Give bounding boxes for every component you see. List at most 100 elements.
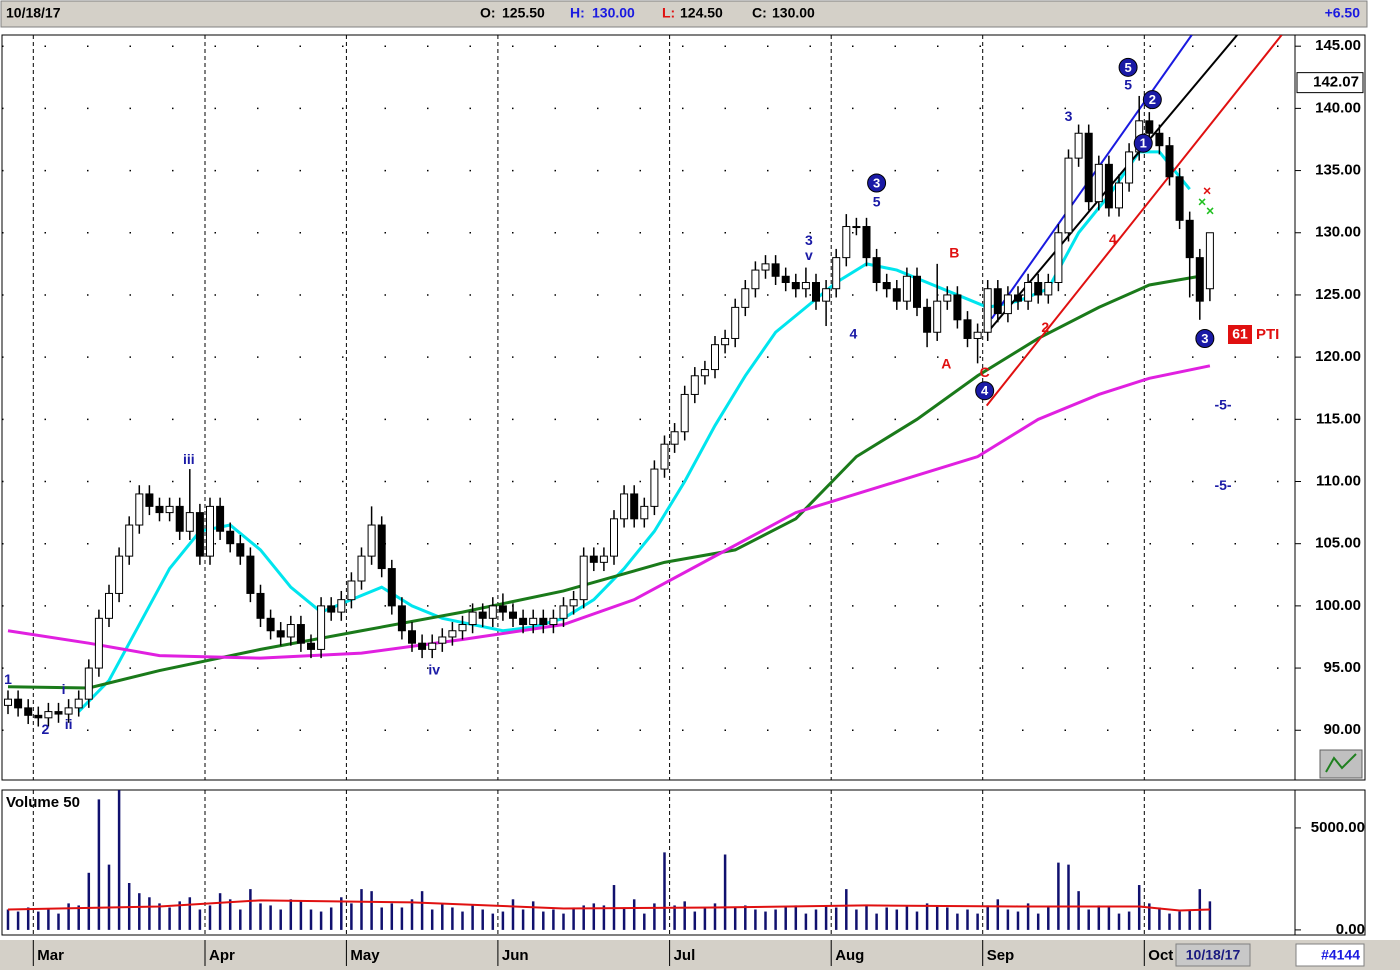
change-value: +6.50 — [1325, 5, 1361, 21]
candle-body — [387, 568, 396, 607]
wave-label: 3 — [873, 175, 880, 190]
candle-body — [478, 611, 487, 619]
candle-body — [125, 524, 134, 557]
candle-body — [367, 524, 376, 557]
y-tick-label: 95.00 — [1323, 659, 1361, 676]
candle-body — [822, 288, 831, 302]
candle-body — [498, 605, 507, 613]
wave-label: 4 — [849, 325, 857, 341]
wave-label: 1 — [1140, 136, 1147, 151]
y-tick-label: 145.00 — [1315, 37, 1361, 54]
candle-body — [610, 518, 618, 557]
volume-average — [7, 899, 1210, 912]
candle-body — [741, 288, 750, 308]
wave-label: 5 — [1124, 77, 1132, 93]
date-box-text: 10/18/17 — [1186, 947, 1241, 963]
wave-label: 4 — [981, 383, 989, 398]
candle-body — [488, 605, 497, 619]
candle-body — [246, 555, 255, 594]
wave-label: -5- — [1214, 477, 1231, 493]
date-box — [1175, 943, 1251, 967]
wave-circle — [1195, 328, 1215, 348]
axes: 145.00140.00135.00130.00125.00120.00115.… — [32, 37, 1365, 966]
candle-body — [852, 226, 861, 229]
close-label: C: — [752, 5, 767, 21]
wave-label: iii — [183, 451, 195, 467]
candle-body — [397, 605, 406, 632]
candle-body — [418, 642, 427, 650]
y-tick-label: 90.00 — [1323, 721, 1361, 738]
wave-label: C — [980, 364, 990, 380]
candle-body — [155, 505, 164, 514]
low-value: 124.50 — [680, 5, 723, 21]
candle-body — [801, 282, 810, 290]
candle-body — [1115, 182, 1123, 209]
x-tick-label: Aug — [835, 947, 864, 964]
candle-body — [266, 617, 275, 632]
candle-body — [135, 493, 144, 526]
candle-body — [650, 468, 659, 507]
candle-body — [307, 642, 315, 650]
wave-label: 2 — [1041, 319, 1049, 335]
volume-plot — [6, 790, 1212, 935]
x-tick-label: Oct — [1148, 947, 1173, 964]
wave-label: A — [941, 355, 951, 371]
wave-label: -5- — [1214, 396, 1231, 412]
candle-body — [286, 624, 295, 638]
wave-circle — [1118, 57, 1138, 77]
tool-icon-glyph — [1325, 753, 1357, 773]
candle-body — [842, 226, 851, 259]
candle-body — [700, 369, 709, 377]
y-tick-label: 130.00 — [1315, 224, 1361, 241]
candle-body — [54, 711, 63, 715]
price-axis — [1294, 34, 1366, 781]
volume-tick-label: 0.00 — [1336, 921, 1365, 938]
candle-body — [1074, 132, 1083, 159]
candle-body — [751, 269, 760, 290]
candle-body — [145, 493, 154, 507]
candle-body — [226, 530, 235, 545]
trend-line — [985, 35, 1283, 407]
candle-body — [680, 393, 689, 433]
candle-body — [4, 698, 12, 706]
price-badge-label: 142.07 — [1313, 74, 1359, 91]
pti-value: 61 — [1232, 326, 1248, 342]
header-date: 10/18/17 — [6, 5, 61, 21]
chart-id: #4144 — [1321, 947, 1360, 963]
candle-body — [1044, 282, 1053, 296]
candle-body — [993, 288, 1002, 315]
x-tick-label: Mar — [37, 947, 64, 964]
open-value: 125.50 — [502, 5, 545, 21]
candle-body — [812, 282, 820, 302]
candle-body — [185, 512, 194, 532]
volume-axis — [1294, 789, 1366, 936]
candle-body — [721, 337, 730, 346]
candle-body — [64, 707, 73, 715]
y-tick-label: 135.00 — [1315, 162, 1361, 179]
candle-body — [408, 630, 416, 644]
candle-body — [862, 226, 871, 259]
id-box — [1295, 943, 1365, 967]
wave-label: ii — [65, 716, 73, 732]
wave-label: v — [805, 247, 813, 263]
candle-body — [165, 505, 174, 514]
candle-body — [458, 624, 467, 632]
candle-body — [1205, 232, 1214, 290]
candle-body — [236, 543, 245, 557]
candle-body — [448, 630, 457, 638]
wave-label: 2 — [1149, 92, 1156, 107]
wave-label: 3 — [1065, 108, 1073, 124]
wave-label: 4 — [1109, 231, 1117, 247]
pti-label: PTI — [1256, 326, 1279, 343]
candle-body — [317, 605, 326, 650]
wave-label: iv — [428, 661, 440, 677]
candle-body — [1104, 163, 1113, 209]
candle-body — [913, 275, 921, 308]
candle-body — [357, 555, 366, 582]
candle-body — [599, 555, 608, 563]
header-bar — [0, 0, 1368, 28]
candle-body — [872, 257, 881, 284]
